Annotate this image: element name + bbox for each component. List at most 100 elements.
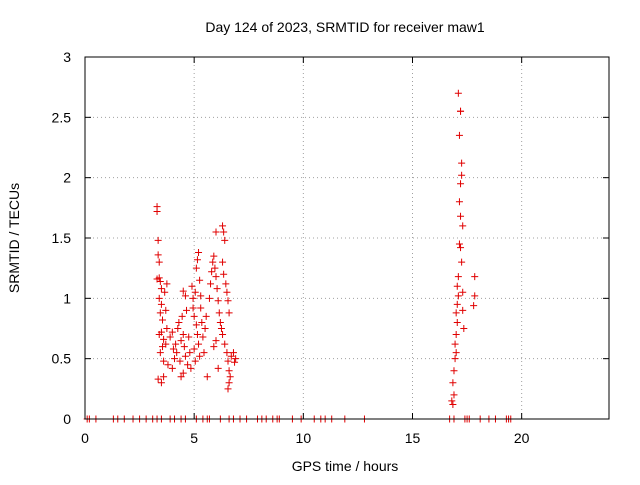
x-axis-label: GPS time / hours — [292, 458, 399, 474]
data-point — [184, 361, 192, 369]
data-point — [216, 318, 224, 326]
grid — [85, 57, 609, 419]
data-point — [452, 309, 460, 317]
data-point — [457, 244, 465, 252]
data-point — [457, 180, 465, 188]
data-point — [213, 285, 221, 293]
data-point — [199, 333, 207, 341]
data-point — [452, 331, 460, 339]
data-point — [451, 355, 459, 363]
data-point — [160, 373, 168, 381]
data-point — [450, 367, 458, 375]
data-point — [225, 367, 233, 375]
axis-ticks — [84, 56, 609, 420]
data-point — [193, 256, 201, 264]
data-point — [155, 274, 163, 282]
data-point — [186, 349, 194, 357]
data-point — [168, 364, 176, 372]
data-point — [195, 248, 203, 256]
data-point — [155, 331, 163, 339]
data-point — [200, 349, 208, 357]
y-tick-label: 3 — [63, 49, 71, 65]
data-point — [210, 343, 218, 351]
data-point — [459, 222, 467, 230]
y-tick-label: 1.5 — [52, 230, 72, 246]
data-point — [175, 318, 183, 326]
data-point — [454, 89, 462, 97]
data-point — [197, 292, 205, 300]
data-point — [172, 340, 180, 348]
data-point — [220, 270, 228, 278]
y-tick-label: 0.5 — [52, 351, 72, 367]
tick-labels: 0 5 10 15 20 0 0.5 1 1.5 2 2.5 3 — [52, 49, 530, 446]
data-point — [159, 316, 167, 324]
data-point — [215, 309, 223, 317]
data-point — [191, 288, 199, 296]
data-point — [452, 349, 460, 357]
data-point — [185, 333, 193, 341]
data-point — [153, 207, 161, 215]
data-point — [154, 375, 162, 383]
data-point — [181, 292, 189, 300]
data-point — [201, 325, 209, 332]
data-point — [179, 331, 187, 339]
data-point — [211, 264, 219, 272]
data-point — [232, 355, 240, 363]
data-point — [455, 240, 463, 248]
data-point — [162, 340, 170, 348]
data-point — [171, 355, 179, 363]
data-point — [209, 258, 217, 266]
data-point — [227, 352, 235, 360]
data-point — [177, 373, 185, 381]
y-tick-label: 2 — [63, 170, 71, 186]
data-point — [156, 277, 164, 285]
data-point — [455, 198, 463, 206]
data-point — [214, 364, 222, 372]
data-point — [212, 337, 220, 345]
data-point — [219, 222, 227, 230]
data-point — [168, 328, 176, 336]
data-point — [471, 292, 479, 300]
data-point — [457, 212, 465, 220]
data-point — [202, 312, 210, 320]
data-point — [192, 264, 200, 272]
data-point — [219, 331, 227, 339]
data-point — [162, 306, 170, 314]
data-point — [219, 258, 227, 266]
x-tick-label: 20 — [514, 430, 530, 446]
data-point — [163, 325, 171, 332]
data-point — [221, 236, 229, 244]
chart-title: Day 124 of 2023, SRMTID for receiver maw… — [205, 19, 485, 35]
data-point — [178, 312, 186, 320]
data-point — [225, 379, 233, 387]
data-point — [224, 385, 232, 393]
data-point — [458, 171, 466, 179]
data-point — [212, 273, 220, 281]
data-point — [212, 228, 220, 236]
data-point — [156, 309, 164, 317]
x-tick-label: 5 — [190, 430, 198, 446]
data-point — [210, 252, 218, 260]
data-point — [190, 312, 198, 320]
data-point — [220, 228, 228, 236]
x-tick-label: 0 — [81, 430, 89, 446]
data-point — [459, 306, 467, 314]
data-point — [449, 379, 457, 387]
data-point — [459, 288, 467, 296]
data-point — [157, 379, 165, 387]
data-point — [189, 294, 197, 302]
data-point — [460, 325, 468, 332]
data-point — [190, 345, 198, 353]
data-point — [157, 285, 165, 293]
data-point — [457, 107, 465, 115]
data-point — [157, 300, 165, 308]
data-point — [449, 401, 457, 409]
data-point — [192, 321, 200, 329]
data-point — [455, 131, 463, 139]
y-tick-label: 1 — [63, 290, 71, 306]
data-point — [198, 318, 206, 326]
data-point — [221, 340, 229, 348]
data-point — [223, 349, 231, 357]
